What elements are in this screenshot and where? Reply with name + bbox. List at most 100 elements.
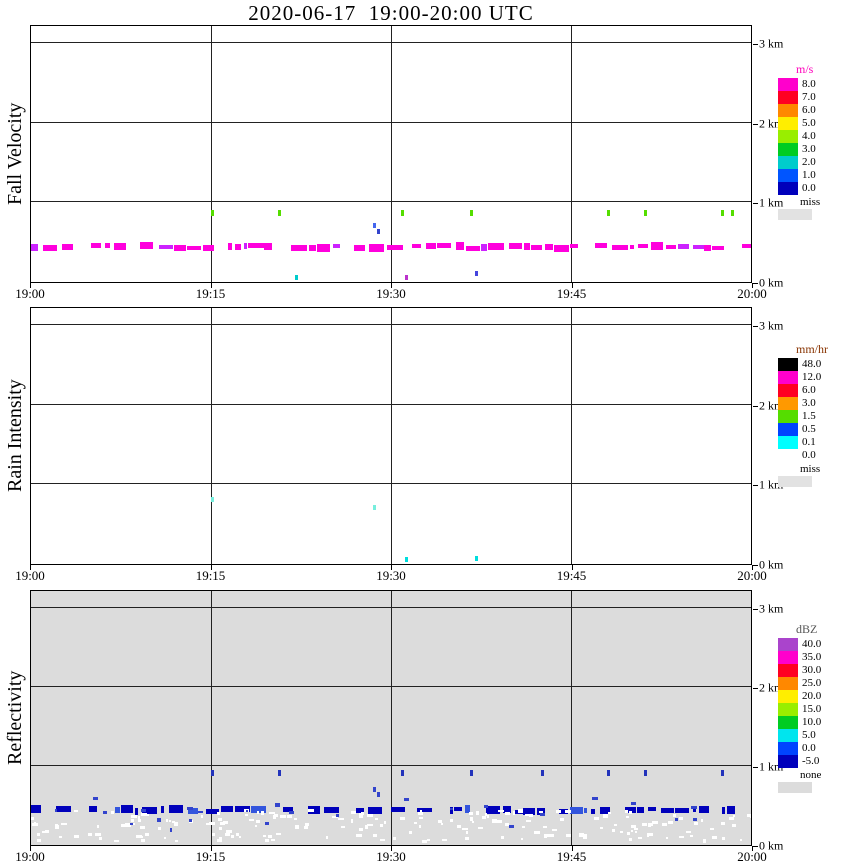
- speckle: [543, 825, 548, 828]
- band-segment: [324, 807, 340, 814]
- speckle: [559, 818, 564, 822]
- colorbar-cell: [778, 436, 798, 449]
- colorbar-extra-label: miss: [800, 196, 821, 208]
- speckle: [476, 811, 480, 815]
- speckle: [336, 814, 340, 817]
- speckle: [270, 838, 276, 842]
- y-axis-title-rain-intensity: Rain Intensity: [4, 379, 26, 493]
- colorbar-cell: [778, 755, 798, 768]
- speckle: [579, 833, 584, 837]
- band-segment: [425, 243, 436, 250]
- speckle: [138, 815, 141, 819]
- speckle: [484, 805, 489, 808]
- band-segment: [332, 243, 340, 248]
- band-segment: [660, 807, 675, 813]
- speckle: [685, 831, 691, 834]
- colorbar-tick-label: 10.0: [802, 716, 822, 728]
- band-segment: [140, 242, 153, 250]
- speckle: [533, 831, 540, 835]
- y-tick-label: 2 km: [759, 116, 784, 131]
- speckle: [217, 811, 221, 815]
- speckle: [469, 817, 474, 821]
- colorbar-tick-label: 5.0: [802, 117, 816, 129]
- speckle: [45, 829, 50, 834]
- speckle: [268, 835, 273, 838]
- speckle: [358, 828, 363, 832]
- speckle: [31, 817, 35, 821]
- band-segment: [699, 806, 709, 813]
- speckle: [103, 811, 108, 814]
- speckle: [512, 811, 516, 815]
- speckle: [729, 817, 735, 821]
- colorbar-tick-label: 1.0: [802, 169, 816, 181]
- band-segment: [712, 245, 725, 251]
- speckle: [582, 833, 587, 837]
- band-segment: [221, 806, 234, 813]
- y-tick-label: 2 km: [759, 680, 784, 695]
- y-tick-mark: [753, 687, 758, 689]
- echo-tick: [211, 770, 214, 777]
- speckle: [700, 818, 704, 822]
- speckle: [399, 817, 405, 821]
- speckle: [414, 821, 417, 824]
- band-segment: [291, 245, 307, 251]
- speckle: [620, 830, 624, 833]
- speckle: [366, 814, 373, 817]
- band-segment: [637, 807, 644, 813]
- speckle: [740, 838, 743, 842]
- speckle: [356, 833, 361, 838]
- speckle: [141, 812, 147, 816]
- echo-tick: [730, 209, 734, 216]
- gridline-horizontal: [31, 201, 751, 203]
- speckle: [518, 809, 523, 813]
- speckle: [487, 814, 490, 818]
- x-tick-label: 19:15: [195, 286, 226, 301]
- speckle: [326, 836, 329, 839]
- speckle: [288, 810, 294, 815]
- y-tick-label: 3 km: [759, 36, 784, 51]
- y-tick-label: 1 km: [759, 195, 784, 210]
- speckle: [694, 822, 699, 825]
- x-tick-label: 19:30: [376, 286, 406, 301]
- band-segment: [637, 243, 648, 248]
- colorbar-cell: [778, 716, 798, 729]
- band-segment: [456, 242, 464, 250]
- colorbar-tick-label: 48.0: [802, 358, 822, 370]
- y-tick-mark: [753, 44, 758, 46]
- speckle: [226, 830, 232, 834]
- speckle: [157, 827, 161, 831]
- echo-tick: [541, 770, 544, 777]
- speckle: [678, 835, 685, 839]
- speckle: [172, 820, 176, 823]
- speckle: [564, 809, 571, 813]
- speckle: [438, 819, 442, 823]
- band-segment: [104, 243, 111, 248]
- colorbar-cell: [778, 703, 798, 716]
- speckle: [350, 819, 353, 823]
- speckle: [124, 823, 131, 827]
- band-segment: [160, 805, 165, 814]
- speckle: [673, 813, 676, 818]
- data-mark: [405, 275, 409, 281]
- band-segment: [368, 807, 383, 815]
- speckle: [662, 823, 668, 827]
- speckle: [303, 825, 309, 829]
- y-tick-label: 1 km: [759, 477, 784, 492]
- band-segment: [368, 244, 385, 252]
- echo-tick: [644, 209, 648, 216]
- speckle: [501, 836, 504, 840]
- speckle: [61, 822, 67, 826]
- speckle: [245, 809, 249, 813]
- speckle: [262, 835, 266, 838]
- colorbar-tick-label: 15.0: [802, 703, 822, 715]
- y-axis-title-fall-velocity: Fall Velocity: [4, 102, 26, 206]
- speckle: [634, 827, 638, 831]
- speckle: [55, 824, 58, 828]
- speckle: [679, 817, 683, 820]
- colorbar-tick-label: 0.0: [802, 449, 816, 461]
- gridline-horizontal: [31, 403, 751, 405]
- speckle: [358, 812, 363, 816]
- band-segment: [678, 244, 690, 249]
- gridline-horizontal: [31, 324, 751, 326]
- band-segment: [91, 243, 102, 249]
